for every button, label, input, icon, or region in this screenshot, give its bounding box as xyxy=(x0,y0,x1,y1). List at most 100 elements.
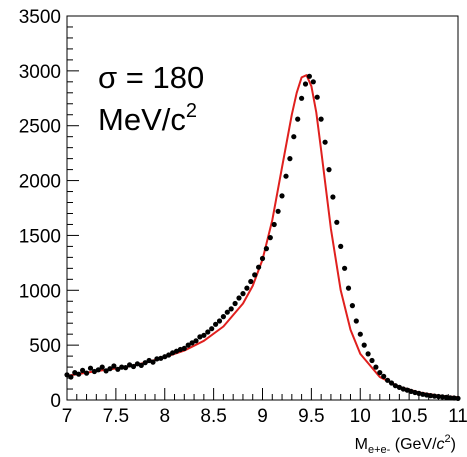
data-point xyxy=(80,367,86,373)
x-axis-title-unit-sup: 2 xyxy=(445,433,451,445)
data-point xyxy=(369,357,375,364)
data-point xyxy=(345,285,352,291)
data-point xyxy=(216,318,223,324)
data-point xyxy=(439,394,445,400)
annotation-unit: MeV/c xyxy=(98,102,186,137)
y-tick-label: 2000 xyxy=(19,172,61,193)
data-point xyxy=(201,332,207,338)
x-axis-title-unit-c: c xyxy=(437,436,445,453)
x-axis-title-unit-open: (GeV/ xyxy=(390,436,437,453)
y-tick-label: 1000 xyxy=(19,281,61,302)
data-point xyxy=(267,235,273,241)
data-point xyxy=(95,367,101,373)
data-point xyxy=(275,208,281,214)
data-point xyxy=(263,246,269,252)
data-point xyxy=(373,364,379,370)
data-point xyxy=(447,395,453,401)
data-point xyxy=(291,134,297,140)
data-point xyxy=(295,116,301,122)
data-point xyxy=(252,272,258,278)
data-point xyxy=(299,95,305,101)
data-point xyxy=(189,340,195,346)
y-tick-label: 500 xyxy=(29,336,61,357)
data-point xyxy=(420,391,426,397)
data-point xyxy=(68,374,74,380)
annotation-unit-sup: 2 xyxy=(186,100,197,122)
y-tick-label: 0 xyxy=(50,391,61,412)
data-point xyxy=(338,243,344,249)
data-point xyxy=(271,221,277,228)
data-point xyxy=(326,167,332,173)
data-point xyxy=(404,387,410,393)
data-point xyxy=(162,354,168,360)
data-point xyxy=(166,352,172,358)
data-point xyxy=(322,139,328,145)
data-point xyxy=(150,359,156,365)
data-point xyxy=(244,285,250,291)
data-point xyxy=(302,81,309,87)
data-point xyxy=(259,255,266,262)
data-point xyxy=(72,370,78,376)
x-tick-label: 7 xyxy=(62,406,73,427)
data-point xyxy=(365,351,371,357)
data-point xyxy=(330,194,336,200)
data-point xyxy=(416,390,422,396)
data-point xyxy=(185,342,191,348)
data-point xyxy=(91,368,97,375)
data-point xyxy=(123,365,129,371)
data-point xyxy=(385,377,391,383)
y-tick-label: 3000 xyxy=(19,62,61,83)
data-point xyxy=(146,357,152,364)
data-point xyxy=(173,348,180,354)
data-point xyxy=(154,356,160,362)
x-axis-title: Me+e- (GeV/c2) xyxy=(355,433,456,456)
data-point xyxy=(396,384,402,390)
data-point xyxy=(287,156,293,162)
data-point xyxy=(256,264,262,270)
data-point xyxy=(193,338,199,344)
x-tick-label: 8 xyxy=(159,406,170,427)
x-axis-title-sub: e+e- xyxy=(368,444,391,456)
data-point xyxy=(220,314,226,320)
x-axis-title-unit-close: ) xyxy=(451,436,456,453)
data-point xyxy=(428,393,434,399)
data-point xyxy=(107,366,113,372)
data-point xyxy=(170,350,176,356)
data-point xyxy=(158,355,164,361)
annotation-line1: σ = 180 xyxy=(98,60,204,95)
data-point xyxy=(400,386,406,392)
data-point xyxy=(353,318,359,324)
x-tick-label: 10 xyxy=(350,406,371,427)
data-point xyxy=(138,362,144,368)
data-point xyxy=(224,309,230,315)
data-point xyxy=(248,278,254,285)
data-point xyxy=(232,300,238,307)
data-point xyxy=(177,346,183,353)
data-point xyxy=(306,73,312,79)
data-point xyxy=(142,360,148,366)
data-point xyxy=(127,362,133,368)
data-point xyxy=(119,364,125,370)
data-point xyxy=(283,173,289,179)
annotation-line2: MeV/c2 xyxy=(98,100,197,137)
data-point xyxy=(361,342,367,348)
data-point xyxy=(392,383,398,389)
data-point xyxy=(103,368,109,374)
data-point xyxy=(76,371,82,377)
data-point xyxy=(314,94,320,100)
data-point xyxy=(377,370,383,376)
x-tick-label: 9 xyxy=(257,406,268,427)
data-point xyxy=(388,380,395,386)
data-point xyxy=(334,219,340,225)
data-point xyxy=(134,361,140,367)
data-point xyxy=(451,395,457,401)
data-point xyxy=(310,79,316,85)
data-point xyxy=(181,345,187,351)
data-point xyxy=(99,364,105,370)
x-tick-label: 8.5 xyxy=(200,406,226,427)
data-point xyxy=(381,373,387,379)
data-point xyxy=(349,303,355,309)
data-point xyxy=(87,365,94,371)
y-tick-label: 2500 xyxy=(19,117,61,138)
